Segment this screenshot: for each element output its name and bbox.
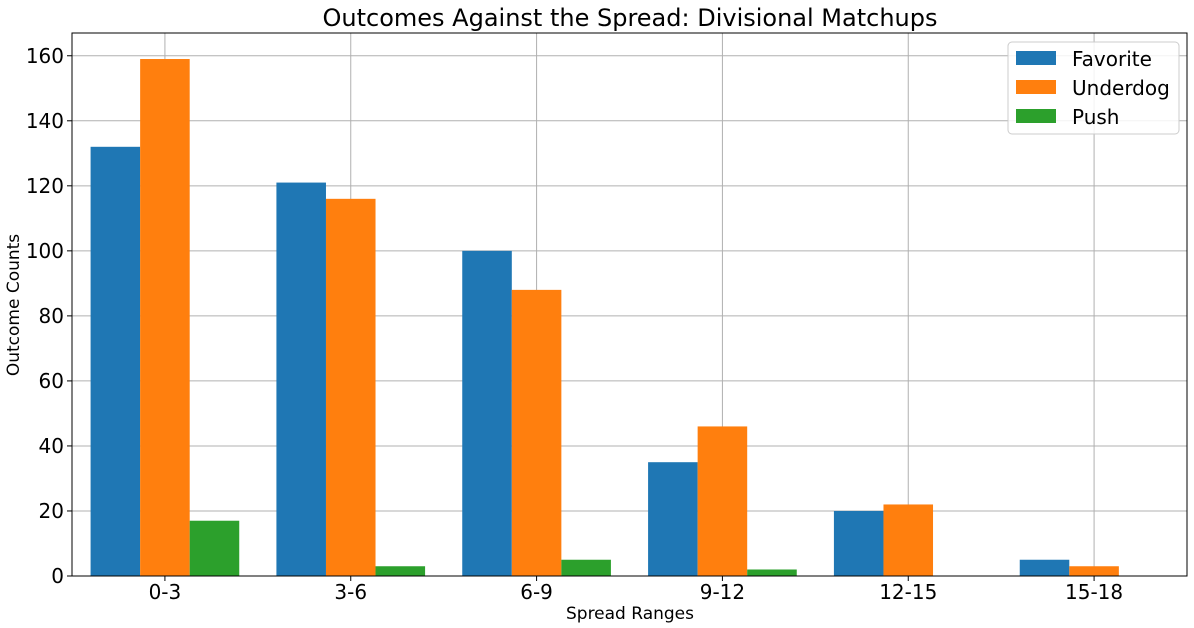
y-tick-label: 60 <box>39 369 64 393</box>
axes <box>67 32 1188 581</box>
y-axis-label: Outcome Counts <box>4 234 24 376</box>
y-tick-label: 140 <box>26 109 64 133</box>
y-tick-label: 80 <box>39 304 64 328</box>
bars <box>90 59 1119 577</box>
legend-swatch-push <box>1016 109 1056 123</box>
bar-favorite-3-6 <box>276 182 326 577</box>
x-tick-label: 9-12 <box>700 580 745 604</box>
bar-favorite-6-9 <box>462 250 512 577</box>
x-tick-label: 12-15 <box>879 580 937 604</box>
bar-favorite-12-15 <box>833 510 884 576</box>
plot-frame <box>71 32 1188 577</box>
bar-favorite-15-18 <box>1019 559 1070 576</box>
bar-underdog-15-18 <box>1069 566 1119 576</box>
bar-push-9-12 <box>747 569 797 576</box>
chart-title: Outcomes Against the Spread: Divisional … <box>323 4 938 32</box>
bar-favorite-9-12 <box>648 462 698 576</box>
x-tick-label: 3-6 <box>334 580 367 604</box>
bar-push-3-6 <box>375 566 426 576</box>
bar-underdog-3-6 <box>325 198 376 576</box>
legend: Favorite Underdog Push <box>1007 41 1180 135</box>
bar-push-6-9 <box>561 559 611 576</box>
x-tick-label: 6-9 <box>520 580 553 604</box>
y-tick-label: 40 <box>39 434 64 458</box>
x-tick-label: 0-3 <box>149 580 182 604</box>
bar-underdog-0-3 <box>140 59 190 577</box>
y-tick-label: 0 <box>51 564 64 588</box>
x-tick-label: 15-18 <box>1065 580 1123 604</box>
legend-swatch-underdog <box>1016 80 1056 94</box>
grid-lines <box>72 33 1187 577</box>
y-tick-label: 100 <box>26 239 64 263</box>
bar-favorite-0-3 <box>90 146 141 576</box>
bar-underdog-6-9 <box>511 289 562 576</box>
y-tick-label: 160 <box>26 44 64 68</box>
y-tick-label: 20 <box>39 499 64 523</box>
x-axis-label: Spread Ranges <box>566 604 694 624</box>
bar-underdog-12-15 <box>883 504 934 576</box>
bar-push-0-3 <box>189 520 240 576</box>
legend-label-underdog: Underdog <box>1072 76 1170 100</box>
legend-label-favorite: Favorite <box>1072 47 1152 71</box>
tick-labels: 0 20 40 60 80 100 120 140 160 0-3 3-6 6-9 9-12 12-15 1… <box>26 44 1123 604</box>
legend-label-push: Push <box>1072 105 1119 129</box>
legend-swatch-favorite <box>1016 51 1056 65</box>
bar-underdog-9-12 <box>697 426 748 576</box>
y-tick-label: 120 <box>26 174 64 198</box>
